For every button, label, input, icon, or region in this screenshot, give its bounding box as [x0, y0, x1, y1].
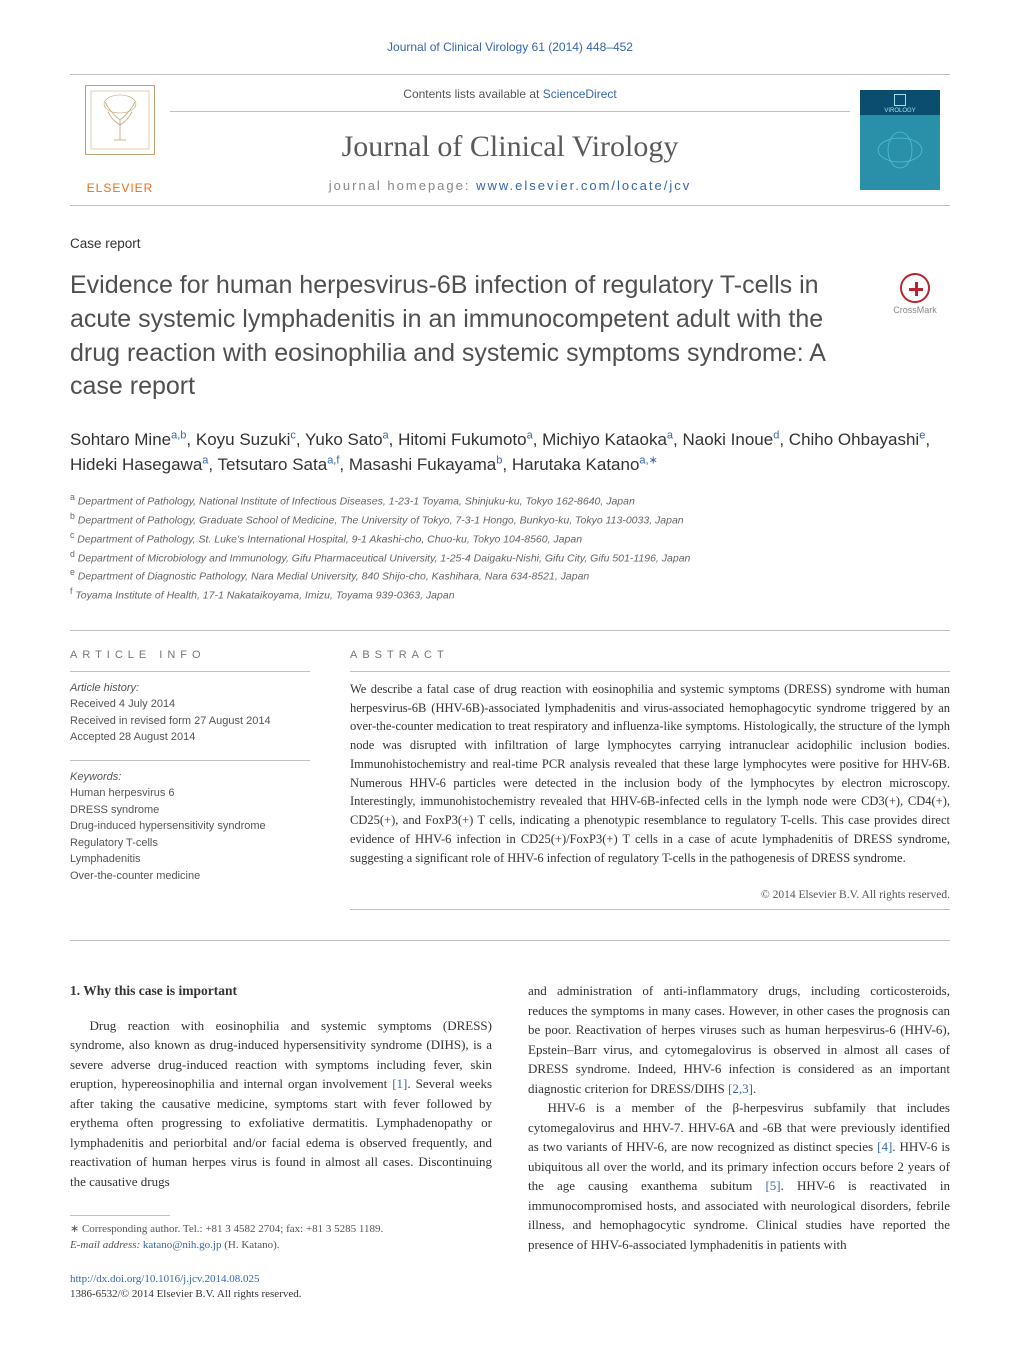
- article-type: Case report: [70, 236, 950, 251]
- bottom-rule: [70, 940, 950, 941]
- ref-link-5[interactable]: [5]: [765, 1178, 780, 1193]
- text-fragment: and administration of anti-inflammatory …: [528, 983, 950, 1096]
- abstract-rule-2: [350, 909, 950, 910]
- crossmark-badge[interactable]: CrossMark: [880, 273, 950, 315]
- ref-link-4[interactable]: [4]: [877, 1139, 892, 1154]
- contents-available-line: Contents lists available at ScienceDirec…: [170, 87, 850, 112]
- abstract-label: abstract: [350, 639, 950, 671]
- contents-prefix: Contents lists available at: [403, 87, 542, 101]
- keywords-heading: Keywords:: [70, 771, 121, 783]
- publisher-logo-block: ELSEVIER: [70, 75, 170, 205]
- crossmark-icon: [900, 273, 930, 303]
- footnote-separator: [70, 1215, 170, 1216]
- homepage-prefix: journal homepage:: [329, 178, 476, 193]
- body-paragraph-2: and administration of anti-inflammatory …: [528, 981, 950, 1098]
- history-heading: Article history:: [70, 682, 139, 694]
- journal-homepage-link[interactable]: www.elsevier.com/locate/jcv: [476, 178, 691, 193]
- corr-email-link[interactable]: katano@nih.go.jp: [143, 1239, 222, 1251]
- section-1-heading: 1. Why this case is important: [70, 981, 492, 1001]
- top-rule: [70, 630, 950, 631]
- footer-block: http://dx.doi.org/10.1016/j.jcv.2014.08.…: [70, 1272, 492, 1303]
- article-history-block: Article history: Received 4 July 2014Rec…: [70, 672, 310, 760]
- body-paragraph-1: Drug reaction with eosinophilia and syst…: [70, 1016, 492, 1192]
- abstract-text: We describe a fatal case of drug reactio…: [350, 672, 950, 884]
- corresponding-author-footnote: ∗ Corresponding author. Tel.: +81 3 4582…: [70, 1222, 492, 1254]
- keywords-block: Keywords: Human herpesvirus 6DRESS syndr…: [70, 761, 310, 899]
- ref-link-23[interactable]: [2,3]: [728, 1081, 753, 1096]
- header-citation: Journal of Clinical Virology 61 (2014) 4…: [70, 40, 950, 54]
- elsevier-tree-icon: [85, 85, 155, 155]
- text-fragment: . Several weeks after taking the causati…: [70, 1076, 492, 1189]
- corr-name: (H. Katano).: [222, 1239, 280, 1251]
- issn-copyright: 1386-6532/© 2014 Elsevier B.V. All right…: [70, 1288, 302, 1300]
- crossmark-label: CrossMark: [893, 305, 937, 315]
- corr-author-line: ∗ Corresponding author. Tel.: +81 3 4582…: [70, 1222, 492, 1238]
- article-title: Evidence for human herpesvirus-6B infect…: [70, 269, 860, 404]
- text-fragment: .: [753, 1081, 756, 1096]
- author-list: Sohtaro Minea,b, Koyu Suzukic, Yuko Sato…: [70, 428, 950, 477]
- sciencedirect-link[interactable]: ScienceDirect: [543, 87, 617, 101]
- body-column-left: 1. Why this case is important Drug react…: [70, 981, 492, 1302]
- journal-cover-thumbnail: VIROLOGY: [860, 90, 940, 190]
- ref-link-1[interactable]: [1]: [392, 1076, 407, 1091]
- affiliations-list: a Department of Pathology, National Inst…: [70, 491, 950, 604]
- publisher-name: ELSEVIER: [87, 181, 154, 195]
- doi-link[interactable]: http://dx.doi.org/10.1016/j.jcv.2014.08.…: [70, 1273, 259, 1285]
- journal-name: Journal of Clinical Virology: [170, 130, 850, 164]
- email-label: E-mail address:: [70, 1239, 143, 1251]
- article-info-label: article info: [70, 639, 310, 671]
- body-paragraph-3: HHV-6 is a member of the β-herpesvirus s…: [528, 1098, 950, 1254]
- body-column-right: and administration of anti-inflammatory …: [528, 981, 950, 1302]
- journal-homepage-line: journal homepage: www.elsevier.com/locat…: [170, 178, 850, 193]
- abstract-copyright: © 2014 Elsevier B.V. All rights reserved…: [350, 883, 950, 909]
- journal-banner: ELSEVIER Contents lists available at Sci…: [70, 74, 950, 206]
